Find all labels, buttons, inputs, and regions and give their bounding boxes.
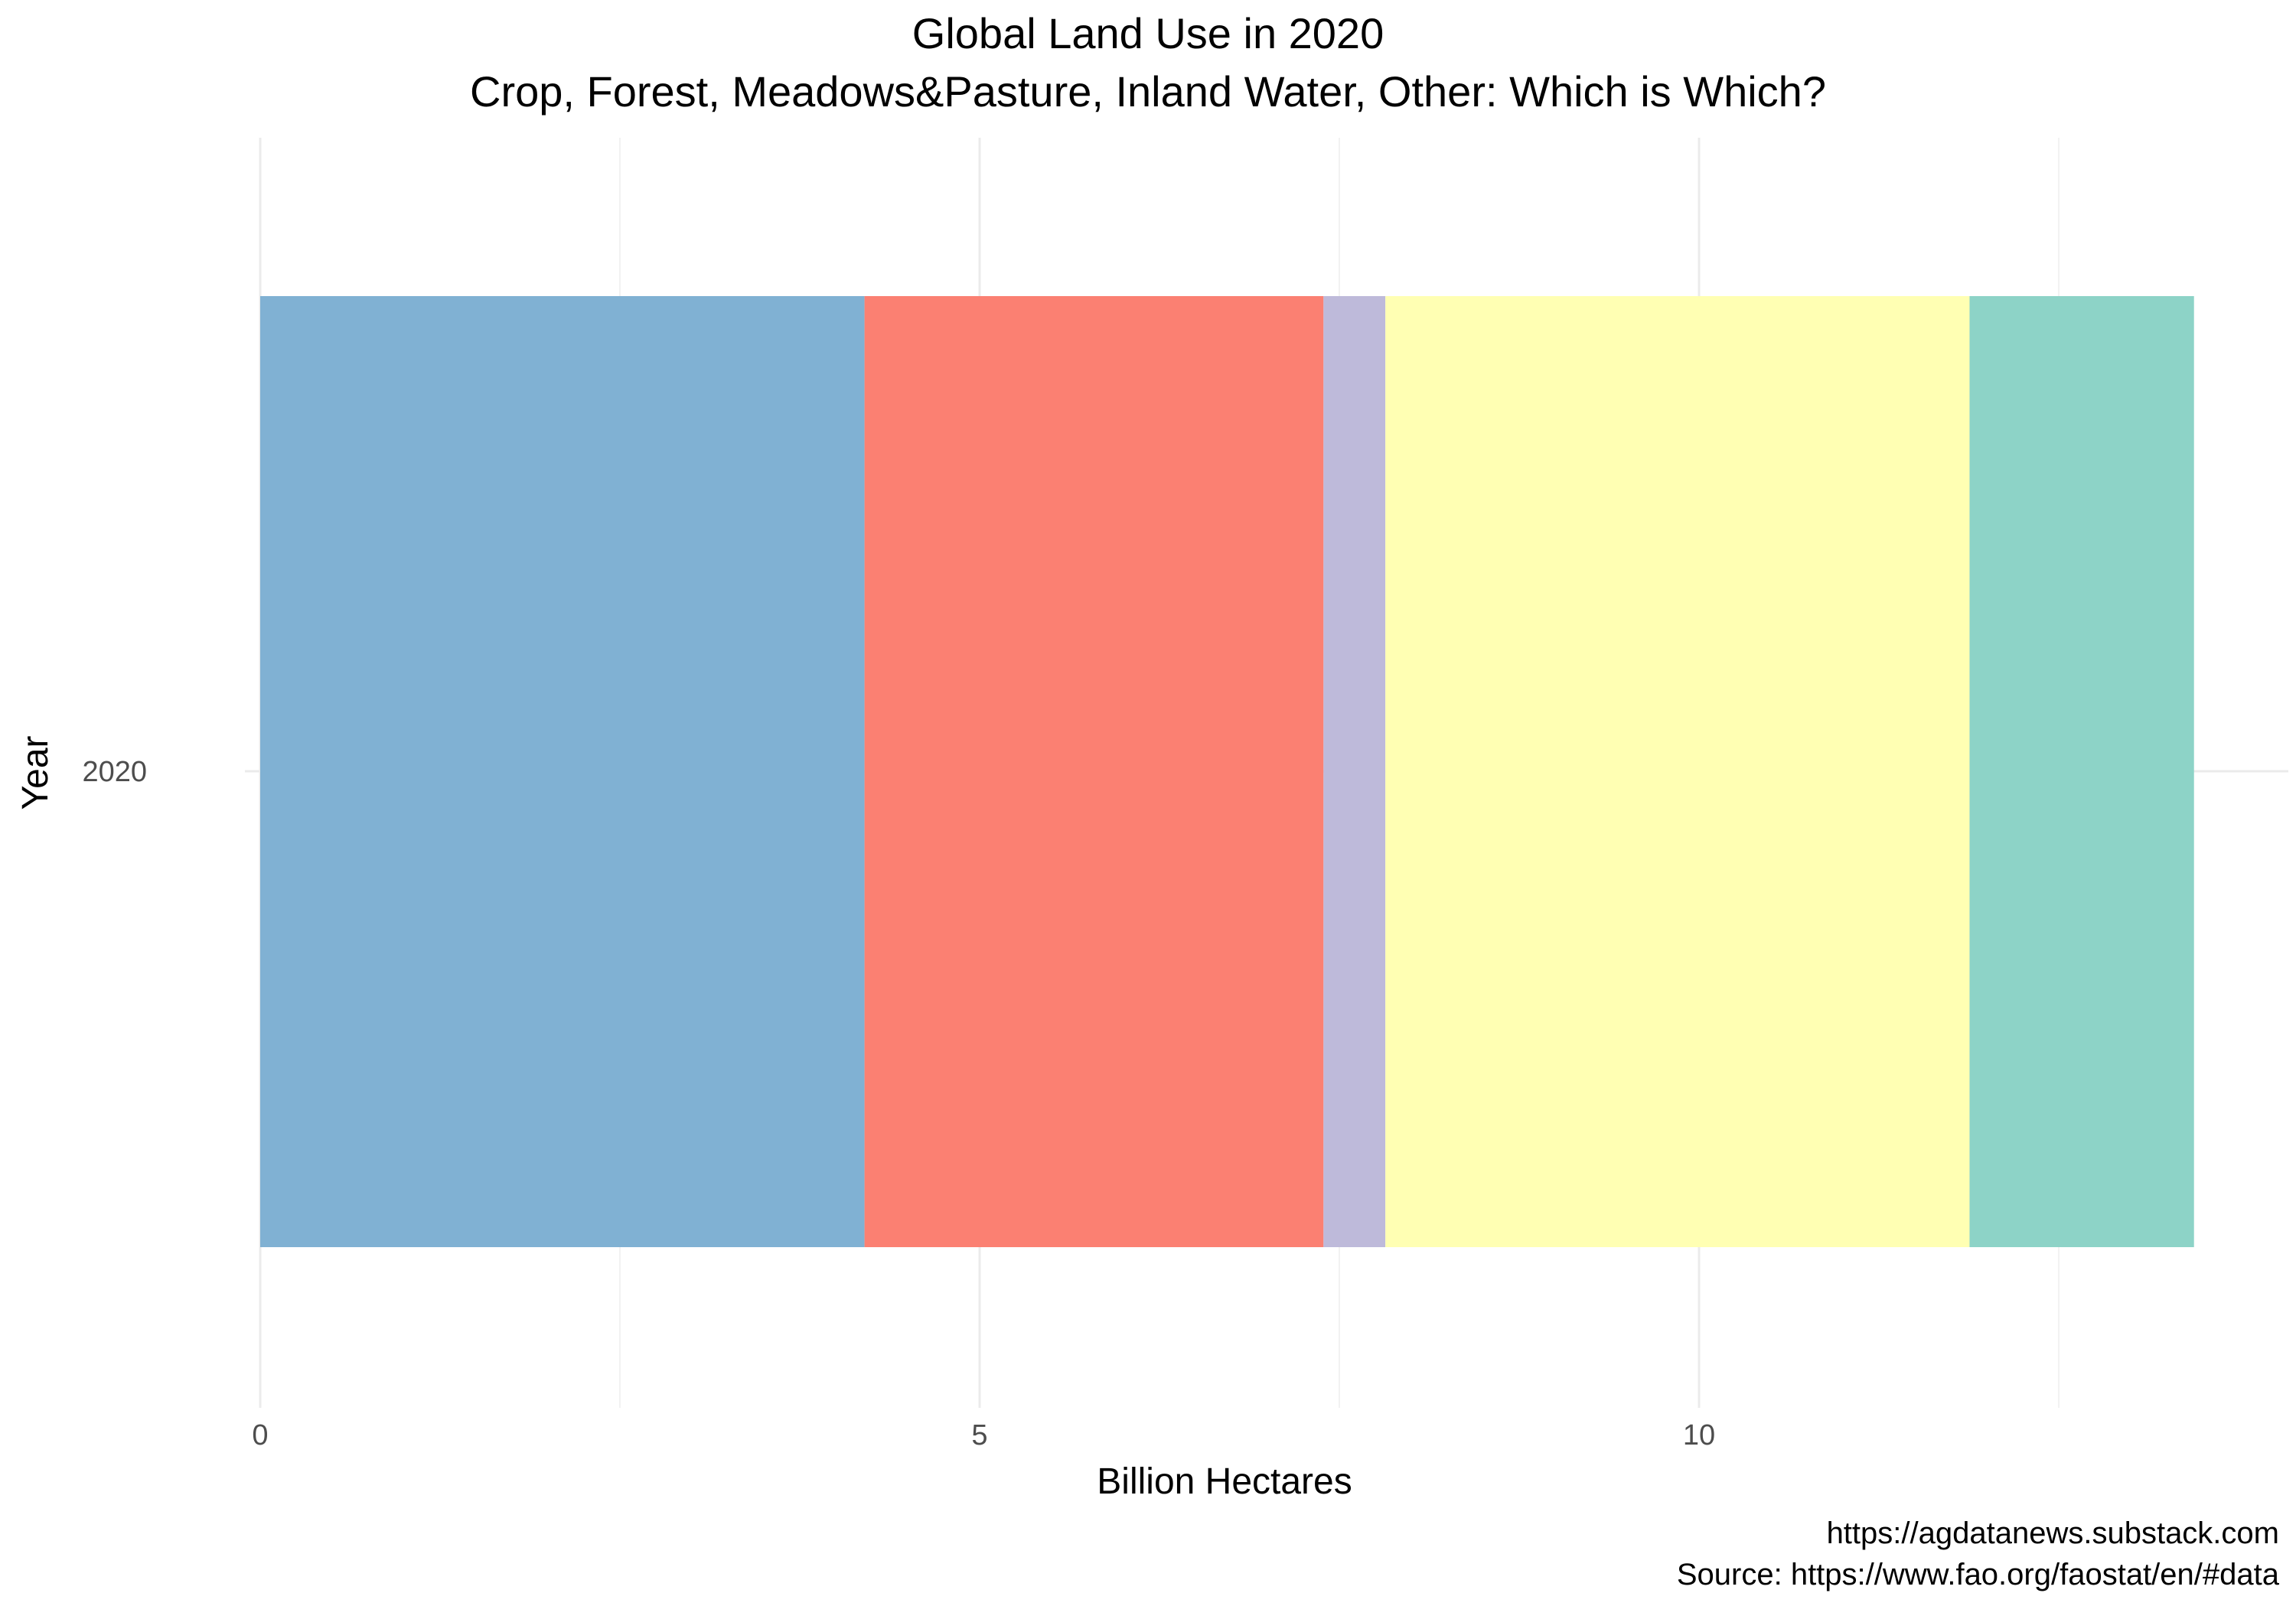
- bar-segment-2: [864, 296, 1324, 1247]
- caption-substack: https://agdatanews.substack.com: [1826, 1516, 2279, 1550]
- chart-subtitle: Crop, Forest, Meadows&Pasture, Inland Wa…: [470, 67, 1826, 116]
- x-tick-label: 5: [971, 1419, 987, 1451]
- stacked-bar: [260, 296, 2194, 1247]
- bar-segment-5: [1969, 296, 2194, 1247]
- bar-segment-4: [1385, 296, 1970, 1247]
- y-axis-title: Year: [15, 735, 56, 810]
- x-axis-title: Billion Hectares: [1097, 1461, 1352, 1502]
- y-tick-label: 2020: [82, 756, 147, 788]
- caption-source: Source: https://www.fao.org/faostat/en/#…: [1676, 1558, 2279, 1591]
- bar-segment-3: [1323, 296, 1386, 1247]
- x-tick-label: 0: [252, 1419, 268, 1451]
- x-tick-label: 10: [1683, 1419, 1715, 1451]
- y-axis-ticks: 2020: [82, 756, 147, 788]
- chart-title: Global Land Use in 2020: [912, 9, 1384, 57]
- x-axis-ticks: 0 5 10: [252, 1419, 1715, 1451]
- bar-segment-1: [260, 296, 865, 1247]
